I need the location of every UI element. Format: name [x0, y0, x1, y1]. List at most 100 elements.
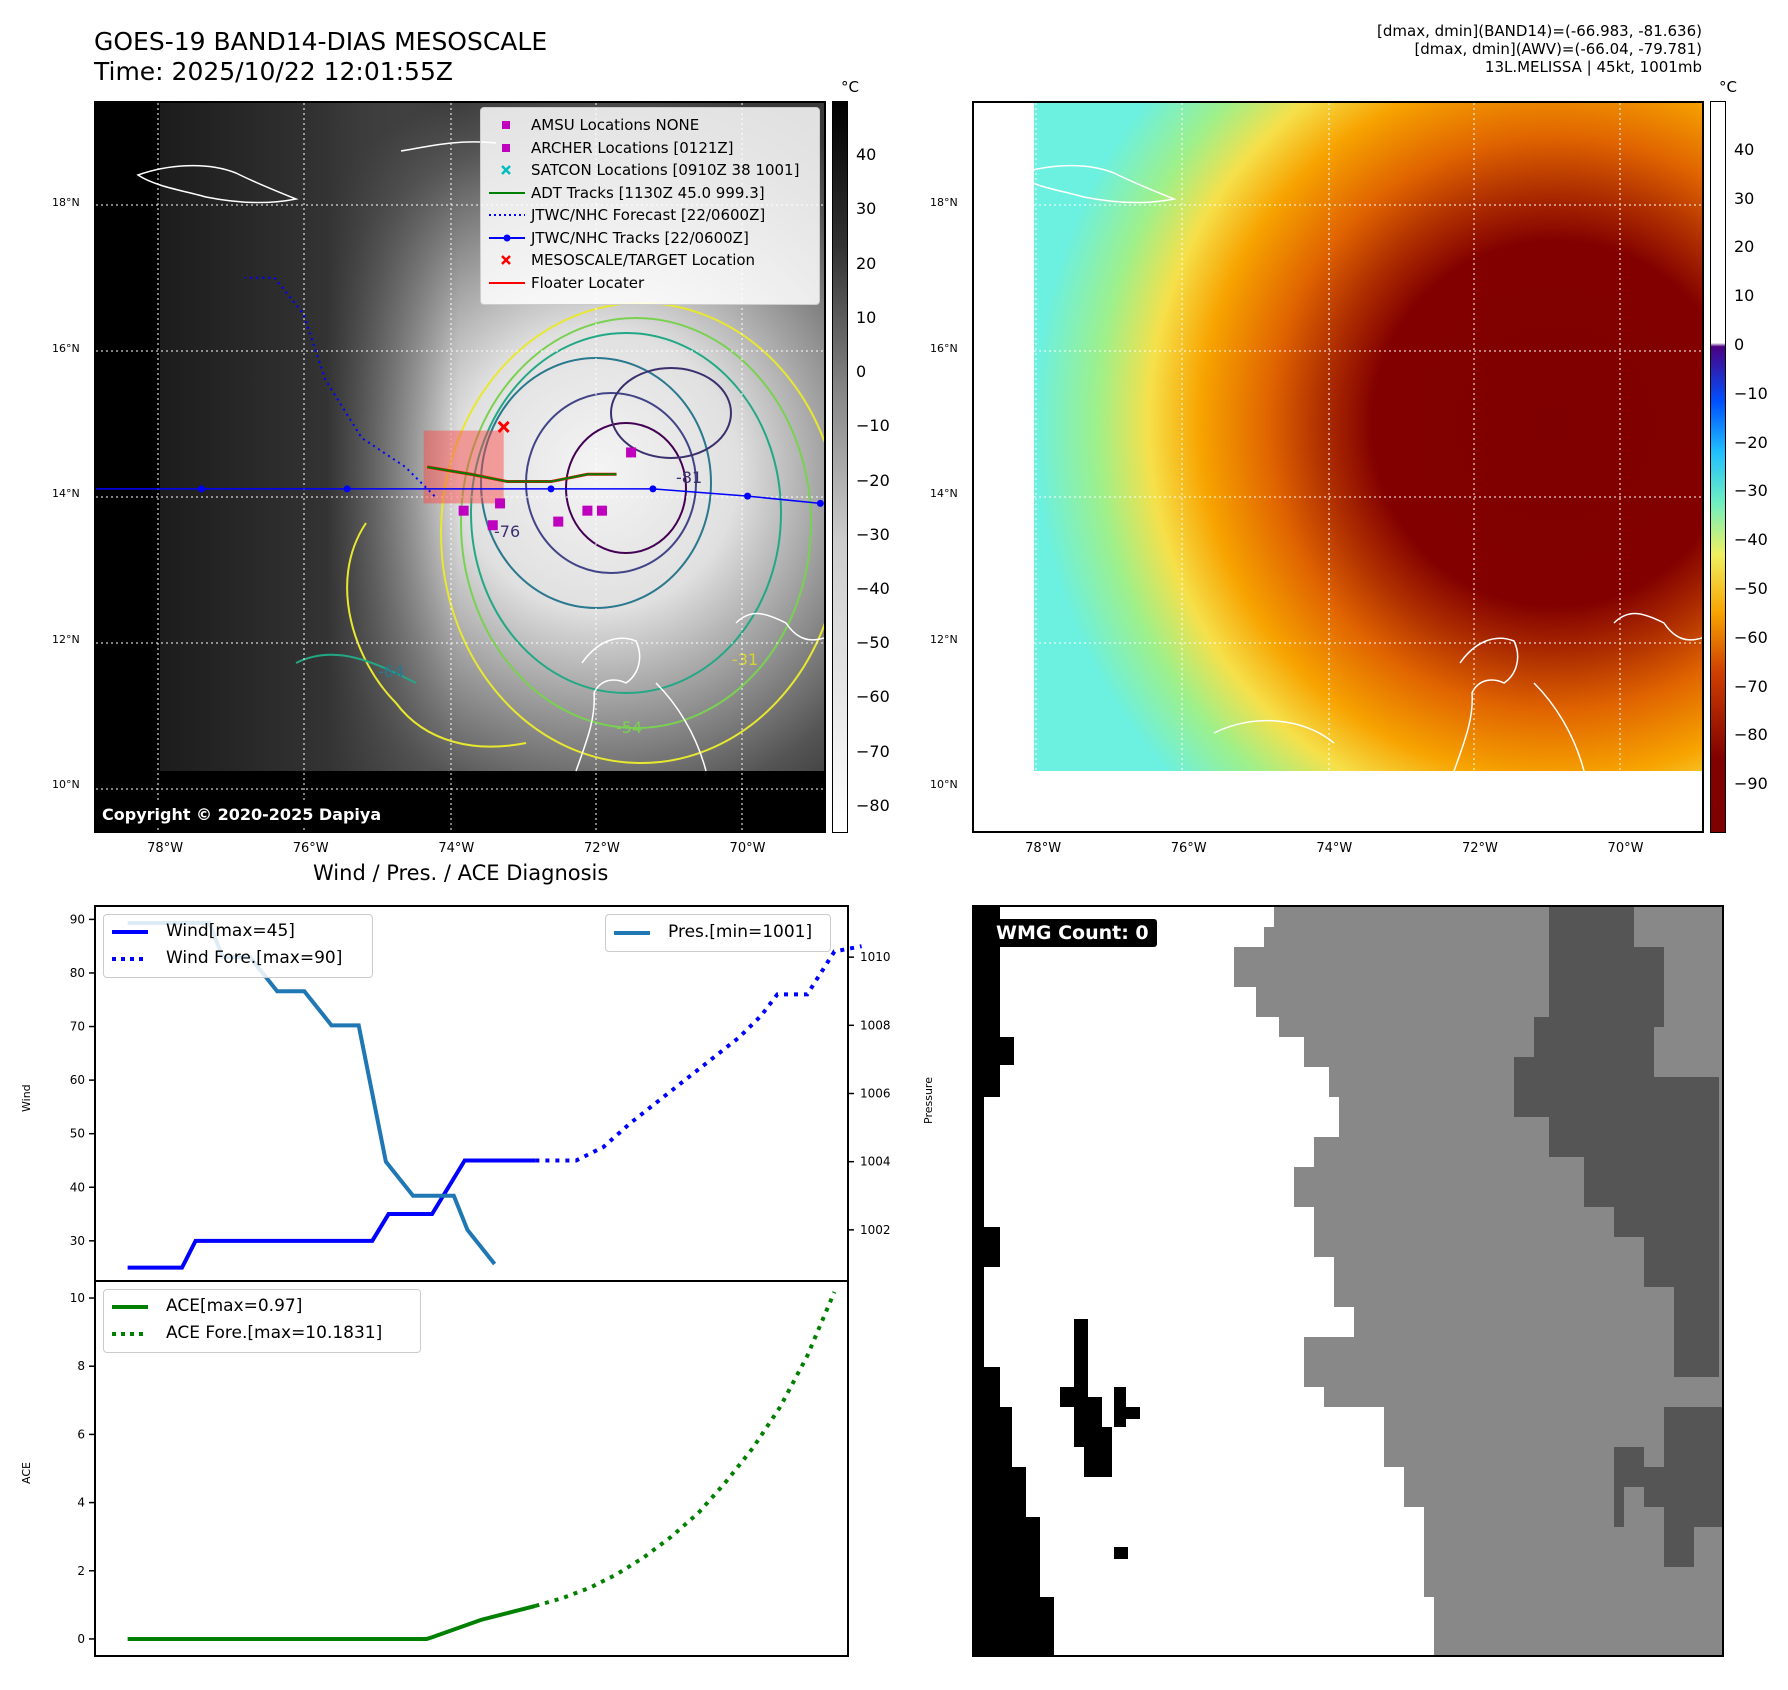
lat-tick-label: 18°N — [930, 195, 958, 209]
right-colorbar — [1710, 101, 1726, 833]
pressure-legend-item: Pres.[min=1001] — [668, 922, 813, 942]
colorbar-tick-label: −30 — [1734, 481, 1768, 501]
wmg-image — [974, 907, 1722, 1655]
wind-axis-tick-label: 80 — [70, 966, 85, 980]
contour-label: -81 — [676, 468, 702, 487]
colorbar-tick-label: 10 — [856, 307, 877, 327]
pressure-legend: Pres.[min=1001] — [605, 914, 831, 952]
colorbar-tick-label: −60 — [1734, 627, 1768, 647]
copyright-label: Copyright © 2020-2025 Dapiya — [96, 803, 388, 826]
jtwc-track-point — [198, 485, 206, 493]
colorbar-tick-label: 20 — [856, 253, 877, 273]
lon-tick-label: 70°W — [729, 841, 766, 856]
colorbar-tick-label: 40 — [856, 145, 877, 165]
colorbar-tick-label: 10 — [1734, 286, 1755, 306]
jtwc-track-point — [744, 492, 752, 500]
pressure-axis-tick-label: 1004 — [860, 1155, 891, 1169]
ace-chart-frame — [94, 1280, 849, 1657]
colorbar-tick-label: −70 — [1734, 676, 1768, 696]
lat-tick-label: 10°N — [930, 778, 958, 792]
legend-label: Floater Locater — [531, 273, 645, 292]
lon-tick-label: 78°W — [147, 841, 184, 856]
awv-grid — [974, 103, 1702, 831]
legend-label: JTWC/NHC Forecast [22/0600Z] — [531, 206, 766, 224]
colorbar-tick-label: −40 — [1734, 530, 1768, 550]
colorbar-tick-label: −50 — [1734, 579, 1768, 598]
contour-label: -76 — [494, 522, 520, 541]
wind-axis-tick-label: 90 — [70, 912, 85, 926]
legend-marker — [502, 143, 510, 152]
coastlines — [136, 141, 824, 772]
legend-label: MESOSCALE/TARGET Location — [531, 251, 756, 269]
floater-box — [423, 430, 504, 504]
archer-point — [553, 516, 564, 527]
archer-point — [458, 505, 469, 516]
contour-label: -64 — [378, 662, 404, 681]
legend-marker — [501, 255, 511, 265]
ace-axis-tick-label: 0 — [77, 1632, 85, 1646]
legend-label: ARCHER Locations [0121Z] — [531, 138, 734, 157]
colorbar-tick-label: −90 — [1734, 774, 1768, 794]
right-colorbar-unit: °C — [1719, 78, 1737, 96]
wind-forecast-series-line — [535, 944, 862, 1163]
archer-point — [626, 447, 637, 458]
archer-point — [596, 505, 607, 516]
legend-marker — [502, 121, 510, 129]
lon-tick-label: 74°W — [1316, 841, 1353, 856]
colorbar-tick-label: −20 — [856, 470, 890, 490]
lon-tick-label: 72°W — [583, 841, 620, 856]
wind-legend-item: Wind[max=45] — [166, 921, 295, 941]
wind-axis-tick-label: 40 — [70, 1180, 85, 1194]
jtwc-track-point — [816, 499, 824, 507]
pressure-axis-tick-label: 1006 — [860, 1087, 891, 1101]
wind-axis-tick-label: 50 — [70, 1127, 85, 1141]
colorbar-tick-label: 30 — [856, 199, 877, 219]
awv-map-svg — [974, 103, 1702, 831]
jtwc-forecast-line — [245, 276, 436, 497]
info-storm: 13L.MELISSA | 45kt, 1001mb — [1484, 58, 1702, 76]
jtwc-track-point — [547, 485, 555, 493]
pressure-axis-tick-label: 1002 — [860, 1223, 891, 1237]
wind-axis-tick-label: 30 — [70, 1234, 85, 1248]
colorbar-tick-label: 30 — [1734, 188, 1755, 208]
map-legend: AMSU Locations NONE ARCHER Locations [012… — [480, 107, 820, 305]
legend-label: SATCON Locations [0910Z 38 1001] — [531, 161, 800, 179]
chart-title: GOES-19 BAND14-DIAS MESOSCALE — [94, 27, 548, 56]
legend-marker — [501, 165, 511, 175]
ace-axis-tick-label: 10 — [70, 1291, 85, 1305]
wind-axis-tick-label: 70 — [70, 1020, 85, 1034]
colorbar-tick-label: −80 — [856, 795, 890, 815]
colorbar-tick-label: −70 — [856, 741, 890, 761]
colorbar-tick-label: −50 — [856, 633, 890, 653]
lon-tick-label: 72°W — [1461, 841, 1498, 856]
contour-label: -54 — [616, 718, 642, 737]
wind-series-line — [127, 1158, 536, 1270]
legend-marker — [489, 191, 525, 194]
wmg-count-label: WMG Count: 0 — [988, 919, 1157, 947]
pressure-axis-tick-label: 1010 — [860, 950, 891, 964]
lat-tick-label: 14°N — [52, 487, 80, 501]
lat-tick-label: 16°N — [52, 341, 80, 355]
colorbar-tick-label: 0 — [856, 362, 867, 382]
track-overlay — [96, 276, 824, 531]
colorbar-tick-label: −40 — [856, 579, 890, 598]
wmg-panel: WMG Count: 0 — [972, 905, 1724, 1657]
left-colorbar — [832, 101, 848, 833]
jtwc-track-point — [649, 485, 657, 493]
colorbar-tick-label: 0 — [1734, 335, 1745, 354]
colorbar-tick-label: 40 — [1734, 139, 1755, 159]
lon-tick-label: 74°W — [438, 841, 475, 856]
lat-tick-label: 10°N — [52, 778, 80, 792]
archer-point — [495, 498, 506, 509]
lon-tick-label: 78°W — [1025, 841, 1062, 856]
lon-tick-label: 76°W — [292, 841, 329, 856]
legend-label: JTWC/NHC Tracks [22/0600Z] — [531, 228, 749, 247]
wind-axis-tick-label: 60 — [70, 1073, 85, 1087]
archer-point — [582, 505, 593, 516]
lat-tick-label: 12°N — [930, 632, 958, 646]
chart-time: Time: 2025/10/22 12:01:55Z — [94, 57, 453, 86]
info-block: [dmax, dmin](BAND14)=(-66.983, -81.636) … — [1102, 22, 1702, 76]
archer-point — [487, 520, 498, 531]
ace-forecast-series-line — [534, 1291, 837, 1608]
